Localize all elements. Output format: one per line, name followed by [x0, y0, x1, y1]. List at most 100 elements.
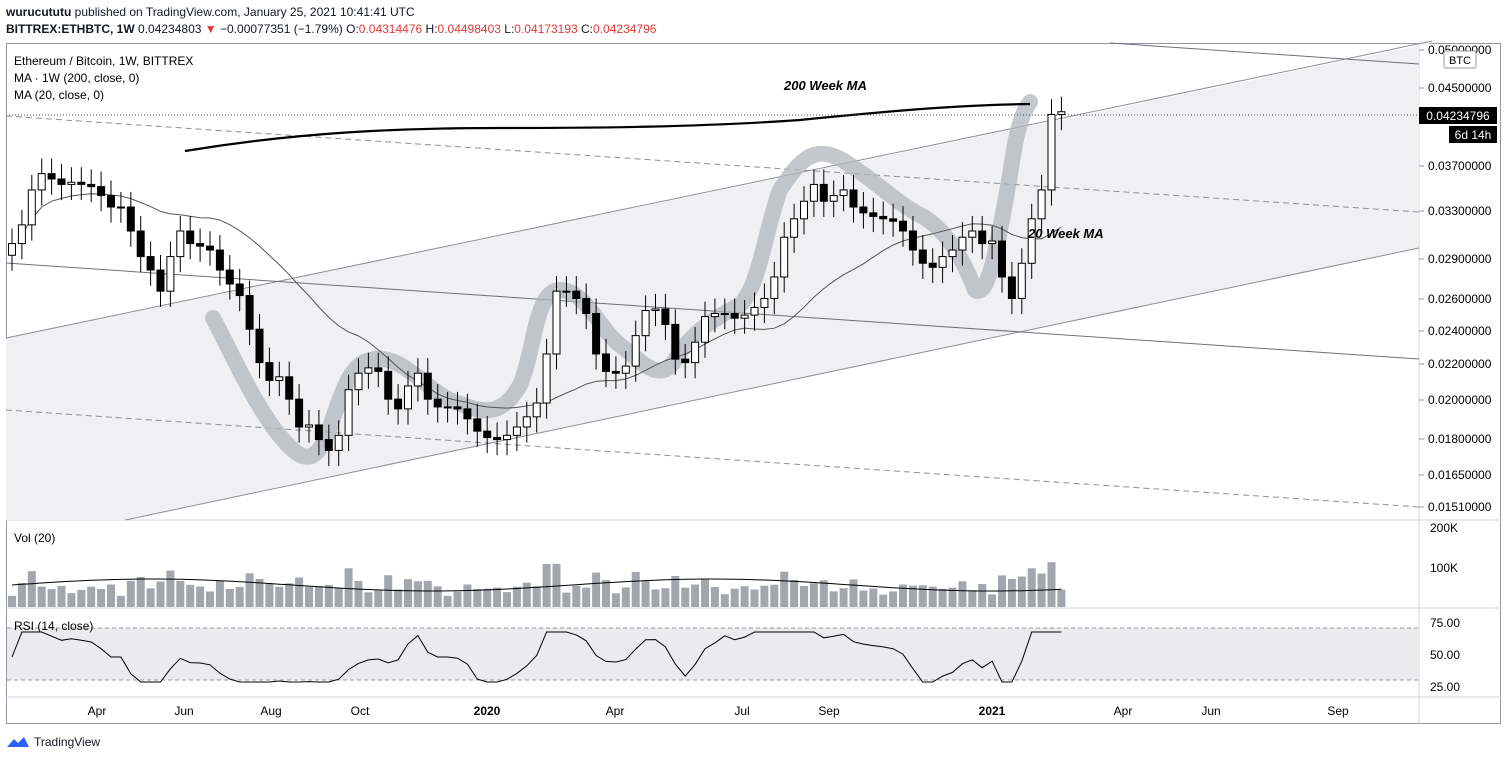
candle-body: [37, 173, 46, 191]
volume-bar: [37, 586, 46, 607]
price-tick-label: 0.01510000: [1428, 500, 1492, 514]
legend-volume: Vol (20): [14, 531, 55, 545]
volume-bar: [879, 594, 888, 607]
volume-bar: [532, 586, 541, 607]
candle-body: [691, 341, 700, 364]
volume-bar: [800, 586, 808, 607]
candle-body: [839, 189, 848, 197]
volume-bar: [324, 584, 333, 607]
candle-body: [503, 434, 511, 441]
volume-bar: [978, 584, 987, 607]
time-axis[interactable]: Apr Jun Aug Oct 2020 Apr Jul Sep 2021 Apr Jun Sep: [88, 704, 1349, 718]
volume-bar: [116, 595, 125, 607]
candle-body: [522, 416, 531, 428]
candle-body: [968, 230, 977, 238]
volume-bar: [255, 579, 264, 607]
price-tick-label: 0.02600000: [1428, 292, 1492, 306]
currency-badge: [1443, 50, 1477, 69]
candle-body: [186, 230, 195, 245]
candle-body: [1007, 276, 1016, 299]
volume-bar: [701, 578, 709, 607]
candle-body: [958, 236, 967, 251]
tradingview-logo-icon: [7, 737, 29, 747]
candle-body: [710, 313, 719, 318]
volume-bar: [859, 590, 868, 607]
channel-fill: [6, 43, 1432, 520]
price-scale[interactable]: 0.050000000.045000000.037000000.03300000…: [1419, 43, 1492, 514]
volume-bar: [107, 584, 115, 607]
volume-bar: [453, 591, 462, 607]
candle-body: [453, 406, 462, 410]
volume-bar: [334, 588, 343, 607]
volume-ma-line: [11, 578, 1062, 592]
candle-body: [433, 398, 442, 408]
volume-bar: [611, 593, 620, 607]
candle-body: [423, 372, 432, 400]
price-change: −0.00077351 (−1.79%): [220, 22, 343, 36]
volume-bar: [849, 579, 858, 607]
time-axis-label: 2021: [979, 704, 1006, 718]
time-axis-label: Jun: [174, 704, 193, 718]
candle-body: [532, 402, 541, 418]
legend-ma1: MA · 1W (200, close, 0): [14, 71, 139, 85]
candle-body: [770, 276, 779, 299]
candle-body: [176, 230, 185, 258]
time-axis-label: Sep: [1327, 704, 1349, 718]
candle-body: [146, 256, 155, 271]
volume-bar: [354, 580, 363, 607]
volume-bar: [1057, 589, 1066, 607]
candle-body: [631, 335, 640, 367]
candles: [8, 96, 1066, 467]
ma20-line: [21, 193, 1062, 409]
price-tick-label: 0.04500000: [1428, 81, 1492, 95]
candle-body: [889, 218, 898, 222]
volume-tick-200k: 200K: [1430, 521, 1458, 535]
candle-body: [334, 434, 343, 451]
time-axis-label: Aug: [260, 704, 281, 718]
candle-body: [413, 372, 422, 387]
candle-body: [512, 426, 521, 436]
candle-body: [136, 230, 145, 258]
candle-body: [285, 376, 294, 400]
volume-bar: [522, 582, 531, 607]
candle-body: [1057, 111, 1066, 115]
candle-body: [87, 183, 96, 188]
candle-body: [849, 189, 858, 208]
candle-body: [572, 290, 581, 299]
low-value: 0.04173193: [514, 22, 578, 36]
close-label: C:: [581, 22, 594, 36]
candle-body: [305, 424, 313, 428]
candle-body: [740, 314, 749, 319]
candle-body: [463, 408, 472, 420]
candle-body: [394, 398, 403, 410]
volume-bar: [265, 583, 274, 607]
candle-body: [621, 365, 630, 374]
volume-bar: [166, 570, 175, 607]
upper-trend-line: [1109, 42, 1420, 65]
ohlc-header: BITTREX:ETHBTC, 1W 0.04234803 ▼ −0.00077…: [6, 22, 656, 36]
volume-bar: [691, 584, 700, 607]
candle-body: [938, 256, 947, 268]
volume-bar: [631, 571, 640, 607]
volume-bar: [215, 580, 224, 607]
candle-body: [235, 283, 244, 297]
time-axis-label: Jul: [734, 704, 749, 718]
volume-bar: [27, 571, 36, 607]
time-axis-label: Oct: [351, 704, 370, 718]
volume-bar: [839, 588, 848, 607]
volume-bar: [225, 588, 234, 607]
volume-bar: [809, 583, 818, 607]
countdown-text: 6d 14h: [1455, 128, 1492, 142]
price-tick-label: 0.01650000: [1428, 468, 1492, 482]
volume-bar: [661, 588, 670, 607]
volume-bar: [245, 573, 254, 607]
candle-body: [998, 240, 1006, 278]
candle-body: [215, 249, 224, 271]
publisher-name[interactable]: wurucututu: [6, 5, 72, 19]
candle-body: [344, 389, 353, 436]
candle-body: [324, 439, 333, 451]
volume-bar: [77, 589, 86, 607]
volume-bar: [423, 580, 432, 607]
volume-bar: [730, 588, 739, 607]
